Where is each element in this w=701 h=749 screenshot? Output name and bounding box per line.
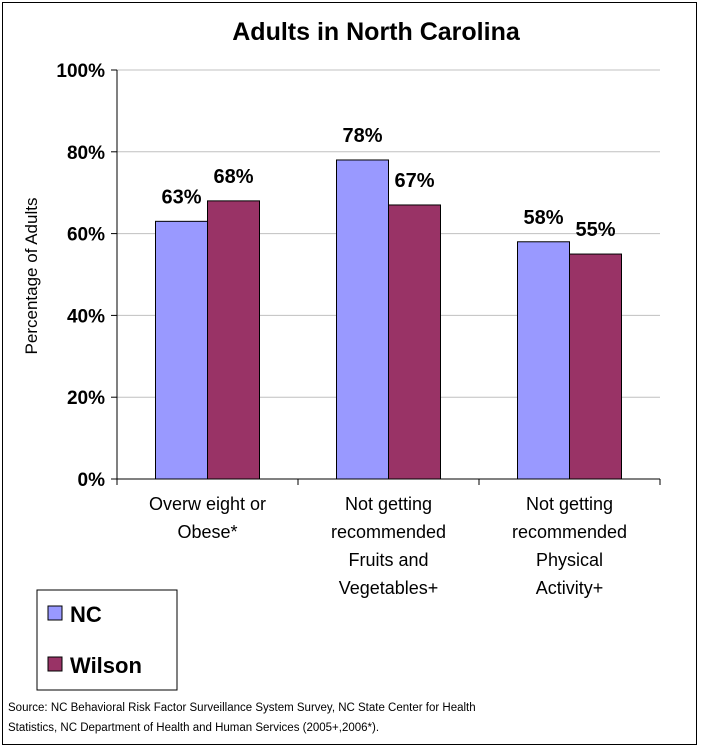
category-label: Vegetables+	[339, 578, 439, 598]
chart-title: Adults in North Carolina	[232, 18, 521, 46]
data-label: 78%	[342, 125, 382, 147]
data-label: 68%	[213, 166, 253, 188]
category-label: Physical	[536, 550, 603, 570]
legend-swatch-nc	[47, 605, 63, 621]
y-tick-label: 100%	[56, 61, 105, 82]
y-tick-label: 20%	[67, 388, 105, 409]
category-label: recommended	[331, 522, 446, 542]
category-label: recommended	[512, 522, 627, 542]
category-label: Not getting	[345, 494, 432, 514]
bar-nc-1	[336, 159, 389, 480]
category-label: Not getting	[526, 494, 613, 514]
y-axis-label: Percentage of Adults	[22, 198, 41, 355]
bar-nc-2	[517, 241, 570, 480]
source-note: Source: NC Behavioral Risk Factor Survei…	[8, 698, 688, 738]
legend: NC Wilson	[36, 589, 178, 691]
category-label: Activity+	[536, 578, 604, 598]
y-tick-label: 0%	[78, 470, 106, 491]
bars	[155, 159, 622, 480]
legend-swatch-wilson	[47, 656, 63, 672]
y-tick-label: 40%	[67, 306, 105, 327]
axes: 0% 20% 40% 60% 80% 100%	[56, 61, 661, 491]
data-label: 63%	[161, 186, 201, 208]
y-tick-label: 80%	[67, 143, 105, 164]
y-tick-label: 60%	[67, 225, 105, 246]
source-line-1: Source: NC Behavioral Risk Factor Survei…	[8, 702, 476, 714]
bar-wilson-1	[388, 204, 441, 480]
bar-wilson-2	[569, 253, 622, 480]
source-line-2: Statistics, NC Department of Health and …	[8, 722, 380, 734]
category-label: Fruits and	[348, 550, 428, 570]
category-label: Overw eight or	[149, 494, 266, 514]
bar-wilson-0	[207, 200, 260, 480]
bar-nc-0	[155, 220, 208, 480]
legend-label-wilson: Wilson	[70, 653, 142, 678]
legend-label-nc: NC	[70, 602, 102, 627]
category-labels: Overw eight or Obese* Not getting recommend…	[149, 494, 627, 598]
data-label: 67%	[394, 170, 434, 192]
data-label: 58%	[523, 207, 563, 229]
category-label: Obese*	[177, 522, 237, 542]
data-label: 55%	[575, 219, 615, 241]
data-labels: 63% 78% 58% 68% 67% 55%	[161, 125, 615, 241]
